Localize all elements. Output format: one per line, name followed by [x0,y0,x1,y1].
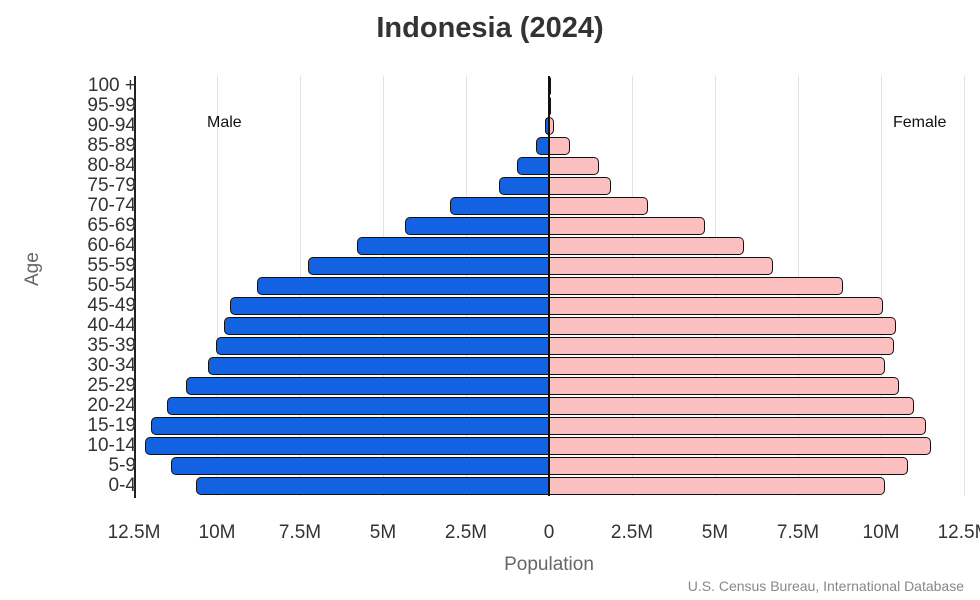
female-bar [549,397,914,415]
male-bar [171,457,549,475]
y-tick-label: 40-44 [87,315,136,336]
y-tick-label: 95-99 [87,95,136,116]
gridline [881,76,882,496]
y-tick-label: 50-54 [87,275,136,296]
y-tick-label: 25-29 [87,375,136,396]
x-tick-label: 2.5M [610,522,654,543]
female-bar [549,317,896,335]
y-tick-label: 10-14 [87,435,136,456]
x-axis-title: Population [504,554,594,575]
source-note: U.S. Census Bureau, International Databa… [687,578,964,594]
y-axis-line [134,76,136,498]
female-bar [549,477,886,495]
y-tick-label: 90-94 [87,115,136,136]
x-tick-label: 12.5M [937,522,980,543]
y-tick-label: 35-39 [87,335,136,356]
female-label: Female [893,114,947,131]
y-tick-label: 100 + [87,75,136,96]
x-tick-label: 7.5M [776,522,820,543]
male-bar [230,297,549,315]
x-tick-label: 10M [198,522,236,543]
male-bar [216,337,549,355]
y-tick-label: 85-89 [87,135,136,156]
chart-title: Indonesia (2024) [376,12,604,44]
male-bar [186,377,549,395]
female-bar [549,377,899,395]
y-tick-label: 65-69 [87,215,136,236]
male-bar [150,417,549,435]
male-bar [357,237,549,255]
female-bar [549,177,612,195]
female-bar [549,157,600,175]
female-bar [549,257,774,275]
y-tick-label: 30-34 [87,355,136,376]
male-bar [208,357,549,375]
y-tick-label: 60-64 [87,235,136,256]
male-bar [516,157,549,175]
male-bar [535,137,549,155]
male-bar [404,217,549,235]
female-bar [549,137,570,155]
female-bar [549,357,886,375]
y-tick-label: 80-84 [87,155,136,176]
x-tick-label: 5M [369,522,397,543]
female-bar [549,417,927,435]
female-bar [549,437,932,455]
male-bar [167,397,549,415]
x-tick-label: 2.5M [444,522,488,543]
y-tick-label: 55-59 [87,255,136,276]
male-bar [450,197,549,215]
male-label: Male [207,114,242,131]
gridline [964,76,965,496]
y-tick-label: 75-79 [87,175,136,196]
male-bar [498,177,549,195]
male-bar [145,437,549,455]
x-tick-label: 0 [543,522,555,543]
x-tick-label: 7.5M [278,522,322,543]
y-tick-label: 0-4 [108,475,136,496]
male-bar [256,277,549,295]
x-tick-label: 12.5M [107,522,161,543]
male-bar [307,257,549,275]
female-bar [549,217,706,235]
female-bar [549,277,843,295]
y-tick-label: 20-24 [87,395,136,416]
y-tick-label: 45-49 [87,295,136,316]
zero-line [548,76,550,496]
y-axis-title: Age [22,252,43,286]
y-tick-label: 5-9 [108,455,136,476]
male-bar [196,477,549,495]
female-bar [549,237,745,255]
male-bar [545,117,549,135]
y-tick-label: 15-19 [87,415,136,436]
female-bar [549,457,908,475]
female-bar [549,197,649,215]
female-bar [549,297,883,315]
male-bar [223,317,549,335]
x-tick-label: 10M [862,522,900,543]
female-bar [549,337,895,355]
x-tick-label: 5M [701,522,729,543]
y-tick-label: 70-74 [87,195,136,216]
gridline [217,76,218,496]
